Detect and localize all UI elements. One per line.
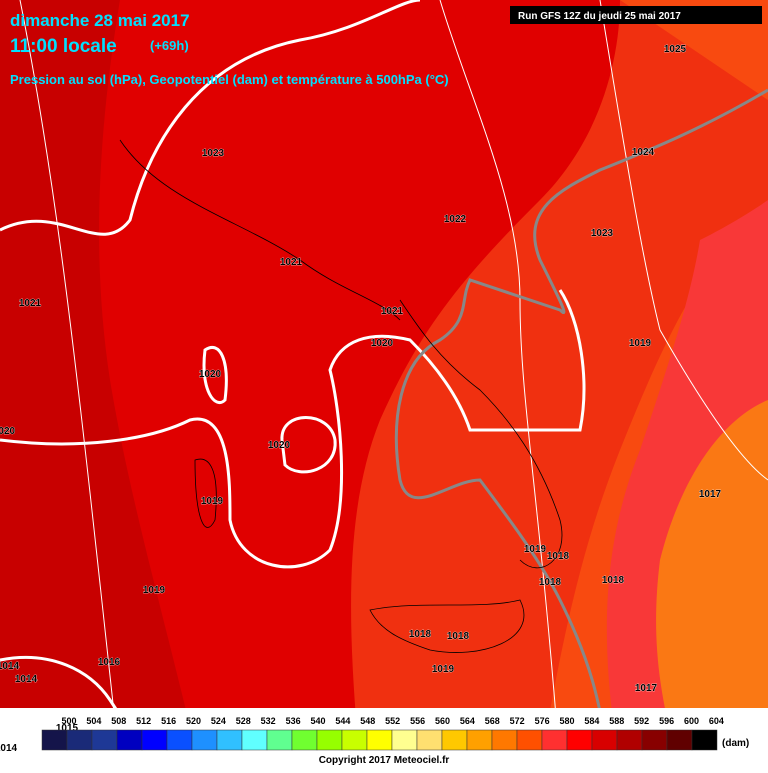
scale-swatch (66, 729, 93, 751)
scale-swatch (116, 729, 143, 751)
time-offset: (+69h) (150, 38, 189, 53)
isobar-label: 1024 (632, 147, 655, 158)
isobar-label: 1020 (371, 338, 394, 349)
scale-label: 604 (709, 716, 724, 726)
scale-label: 580 (559, 716, 574, 726)
zone-dark (0, 0, 200, 768)
date-title: dimanche 28 mai 2017 (10, 11, 190, 30)
scale-swatch (366, 729, 393, 751)
scale-label: 600 (684, 716, 699, 726)
isobar-label: 1021 (19, 298, 42, 309)
scale-swatch (191, 729, 218, 751)
scale-swatch (691, 729, 718, 751)
isobar-label: 1018 (539, 577, 562, 588)
isobar-label: 1014 (0, 743, 18, 754)
scale-label: 504 (86, 716, 101, 726)
scale-label: 588 (609, 716, 624, 726)
isobar-label: 1018 (409, 629, 432, 640)
scale-swatch (441, 729, 468, 751)
scale-label: 592 (634, 716, 649, 726)
isobar-label: 1023 (591, 228, 614, 239)
zone-light (656, 400, 768, 768)
scale-label: 552 (385, 716, 400, 726)
scale-swatch (591, 729, 618, 751)
scale-label: 516 (161, 716, 176, 726)
isobar-label: 1021 (381, 306, 404, 317)
scale-label: 508 (111, 716, 126, 726)
coastlines (119, 139, 563, 653)
scale-label: 524 (211, 716, 226, 726)
scale-swatch (166, 729, 193, 751)
isobar-label: 1018 (547, 551, 570, 562)
isobar-label: 1019 (524, 544, 547, 555)
isobar-label: 1018 (447, 631, 470, 642)
scale-swatch (566, 729, 593, 751)
isobar-label: 1016 (98, 657, 121, 668)
scale-swatch (316, 729, 343, 751)
scale-swatch (516, 729, 543, 751)
isobar-label: 1020 (199, 369, 222, 380)
isobar-label: 1014 (15, 674, 38, 685)
scale-label: 540 (310, 716, 325, 726)
scale-label: 576 (535, 716, 550, 726)
scale-swatch (291, 729, 318, 751)
scale-swatch (541, 729, 568, 751)
scale-label: 560 (435, 716, 450, 726)
scale-label: 596 (659, 716, 674, 726)
isobar-label: 1015 (56, 723, 79, 734)
scale-label: 568 (485, 716, 500, 726)
isobar-label: 1017 (635, 683, 658, 694)
isobar-label: 1018 (602, 575, 625, 586)
scale-swatch (341, 729, 368, 751)
isobar-label: 1019 (629, 338, 652, 349)
isobar-label: 1025 (664, 44, 687, 55)
scale-label: 556 (410, 716, 425, 726)
scale-label: 564 (460, 716, 475, 726)
isobar-label: 1019 (432, 664, 455, 675)
scale-label: 572 (510, 716, 525, 726)
isobar-label: 1023 (202, 148, 225, 159)
isobar-label: 1019 (143, 585, 166, 596)
isobar-label: 1020 (268, 440, 291, 451)
geopotential-lines (19, 0, 768, 769)
scale-swatch (616, 729, 643, 751)
copyright: Copyright 2017 Meteociel.fr (319, 755, 450, 766)
scale-swatch (491, 729, 518, 751)
scale-swatch (391, 729, 418, 751)
scale-swatch (41, 729, 68, 751)
scale-swatch (216, 729, 243, 751)
scale-swatch (141, 729, 168, 751)
scale-label: 500 (61, 716, 76, 726)
scale-label: 532 (261, 716, 276, 726)
isobar-label: 1022 (444, 214, 467, 225)
scale-swatch (466, 729, 493, 751)
scale-swatch (266, 729, 293, 751)
scale-unit: (dam) (722, 738, 749, 749)
scale-label: 528 (236, 716, 251, 726)
scale-swatch (666, 729, 693, 751)
run-box (510, 6, 762, 24)
time-title: 11:00 locale (10, 36, 117, 57)
scale-swatch (241, 729, 268, 751)
scale-label: 520 (186, 716, 201, 726)
scale-label: 536 (286, 716, 301, 726)
run-label: Run GFS 12Z du jeudi 25 mai 2017 (518, 11, 681, 22)
subtitle: Pression au sol (hPa), Geopotentiel (dam… (10, 72, 449, 87)
scale-swatch (416, 729, 443, 751)
isobar-label: 1019 (201, 496, 224, 507)
scale-label: 548 (360, 716, 375, 726)
isobar-label: 1021 (280, 257, 303, 268)
isobar-label: 1014 (0, 661, 20, 672)
temperature-line (394, 88, 768, 769)
scale-label: 584 (584, 716, 599, 726)
scale-swatch (641, 729, 668, 751)
isobar-label: 1020 (0, 426, 16, 437)
scale-label: 544 (335, 716, 350, 726)
scale-label: 512 (136, 716, 151, 726)
isobar-label: 1017 (699, 489, 722, 500)
isobars (0, 0, 586, 769)
scale-swatch (91, 729, 118, 751)
